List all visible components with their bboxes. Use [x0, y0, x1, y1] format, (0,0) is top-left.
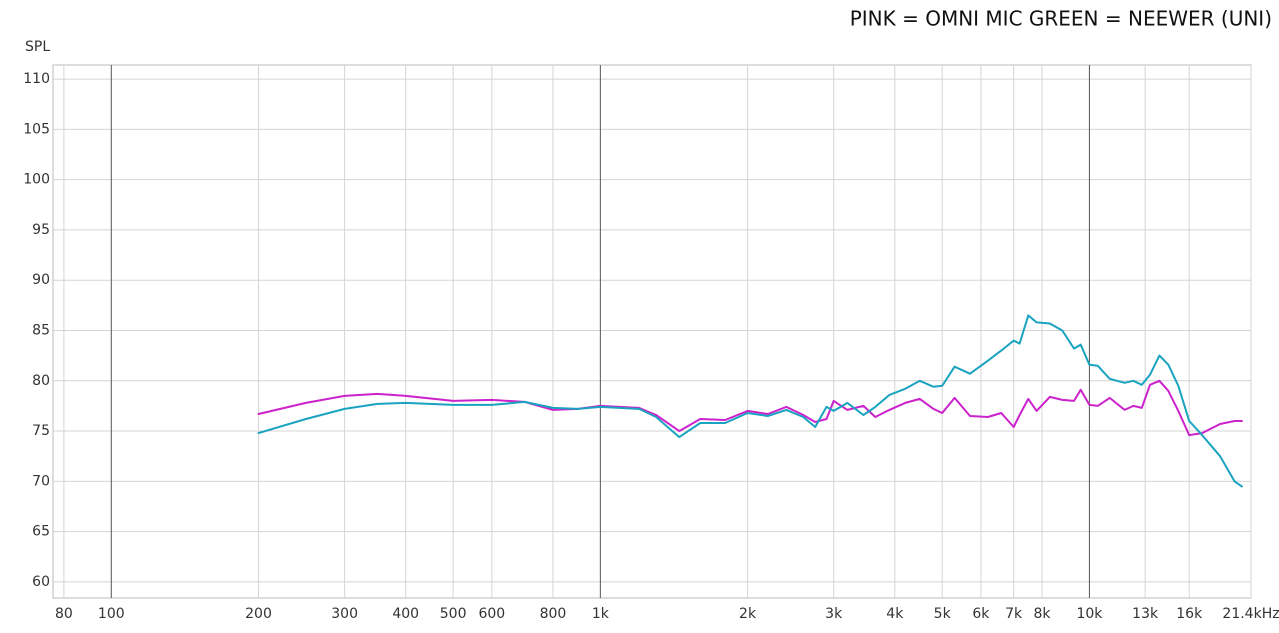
- x-tick-label: 80: [55, 606, 73, 622]
- x-tick-label: 600: [478, 606, 505, 622]
- y-tick-label: 70: [32, 473, 50, 489]
- x-tick-label: 300: [331, 606, 358, 622]
- y-tick-label: 105: [23, 121, 50, 137]
- x-tick-label: 100: [98, 606, 125, 622]
- x-tick-label: 21.4kHz: [1222, 606, 1279, 622]
- y-tick-label: 95: [32, 222, 50, 238]
- x-tick-label: 200: [245, 606, 272, 622]
- series-line: [257, 314, 1243, 488]
- x-tick-label: 6k: [972, 606, 990, 622]
- x-tick-label: 500: [440, 606, 467, 622]
- x-tick-label: 13k: [1132, 606, 1159, 622]
- x-tick-label: 400: [392, 606, 419, 622]
- y-tick-label: 60: [32, 574, 50, 590]
- x-tick-label: 2k: [739, 606, 757, 622]
- y-tick-label: 75: [32, 423, 50, 439]
- x-tick-label: 8k: [1034, 606, 1052, 622]
- x-tick-label: 4k: [886, 606, 904, 622]
- y-axis-label: SPL: [25, 39, 50, 55]
- y-tick-label: 85: [32, 322, 50, 338]
- y-tick-label: 100: [23, 172, 50, 188]
- x-tick-label: 1k: [592, 606, 610, 622]
- x-tick-label: 5k: [934, 606, 952, 622]
- x-tick-label: 800: [540, 606, 567, 622]
- x-tick-label: 10k: [1076, 606, 1103, 622]
- y-tick-label: 90: [32, 272, 50, 288]
- x-tick-label: 16k: [1176, 606, 1203, 622]
- y-tick-label: 80: [32, 373, 50, 389]
- y-tick-label: 65: [32, 524, 50, 540]
- x-tick-label: 7k: [1005, 606, 1023, 622]
- plot-frame: [52, 64, 1252, 599]
- y-tick-label: 110: [23, 71, 50, 87]
- chart-title: PINK = OMNI MIC GREEN = NEEWER (UNI): [850, 7, 1272, 31]
- x-tick-label: 3k: [825, 606, 843, 622]
